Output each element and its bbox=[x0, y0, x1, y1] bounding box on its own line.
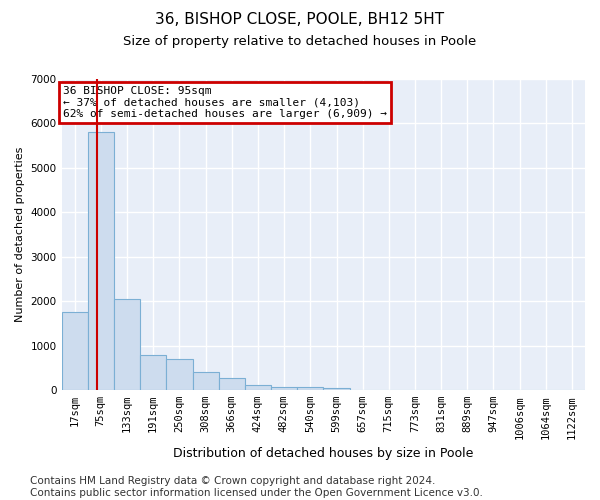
Text: 36 BISHOP CLOSE: 95sqm
← 37% of detached houses are smaller (4,103)
62% of semi-: 36 BISHOP CLOSE: 95sqm ← 37% of detached… bbox=[63, 86, 387, 119]
Bar bbox=[193, 372, 218, 390]
Bar bbox=[166, 359, 193, 390]
X-axis label: Distribution of detached houses by size in Poole: Distribution of detached houses by size … bbox=[173, 447, 473, 460]
Text: Size of property relative to detached houses in Poole: Size of property relative to detached ho… bbox=[124, 35, 476, 48]
Text: Contains HM Land Registry data © Crown copyright and database right 2024.
Contai: Contains HM Land Registry data © Crown c… bbox=[30, 476, 483, 498]
Bar bbox=[297, 388, 323, 390]
Bar bbox=[323, 388, 350, 390]
Bar bbox=[114, 299, 140, 390]
Bar bbox=[88, 132, 114, 390]
Bar bbox=[140, 354, 166, 390]
Bar bbox=[271, 386, 297, 390]
Y-axis label: Number of detached properties: Number of detached properties bbox=[15, 147, 25, 322]
Bar bbox=[62, 312, 88, 390]
Bar bbox=[218, 378, 245, 390]
Text: 36, BISHOP CLOSE, POOLE, BH12 5HT: 36, BISHOP CLOSE, POOLE, BH12 5HT bbox=[155, 12, 445, 28]
Bar bbox=[245, 384, 271, 390]
